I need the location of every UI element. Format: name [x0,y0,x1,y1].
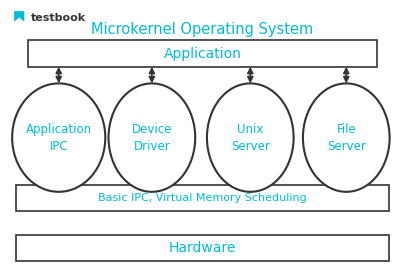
Text: File
Server: File Server [327,123,366,153]
Bar [28,40,377,67]
Bar [16,235,389,261]
Ellipse shape [207,83,294,192]
Text: Application: Application [164,46,241,61]
Ellipse shape [303,83,390,192]
Bar [16,185,389,211]
Text: Application
IPC: Application IPC [26,123,92,153]
Text: Microkernel Operating System: Microkernel Operating System [92,22,313,37]
Text: Hardware: Hardware [169,241,236,255]
Text: testbook: testbook [31,13,86,23]
Ellipse shape [12,83,105,192]
Text: Unix
Server: Unix Server [231,123,270,153]
Text: Basic IPC, Virtual Memory Scheduling: Basic IPC, Virtual Memory Scheduling [98,193,307,203]
Text: Device
Driver: Device Driver [132,123,172,153]
Ellipse shape [109,83,195,192]
Polygon shape [14,11,24,22]
